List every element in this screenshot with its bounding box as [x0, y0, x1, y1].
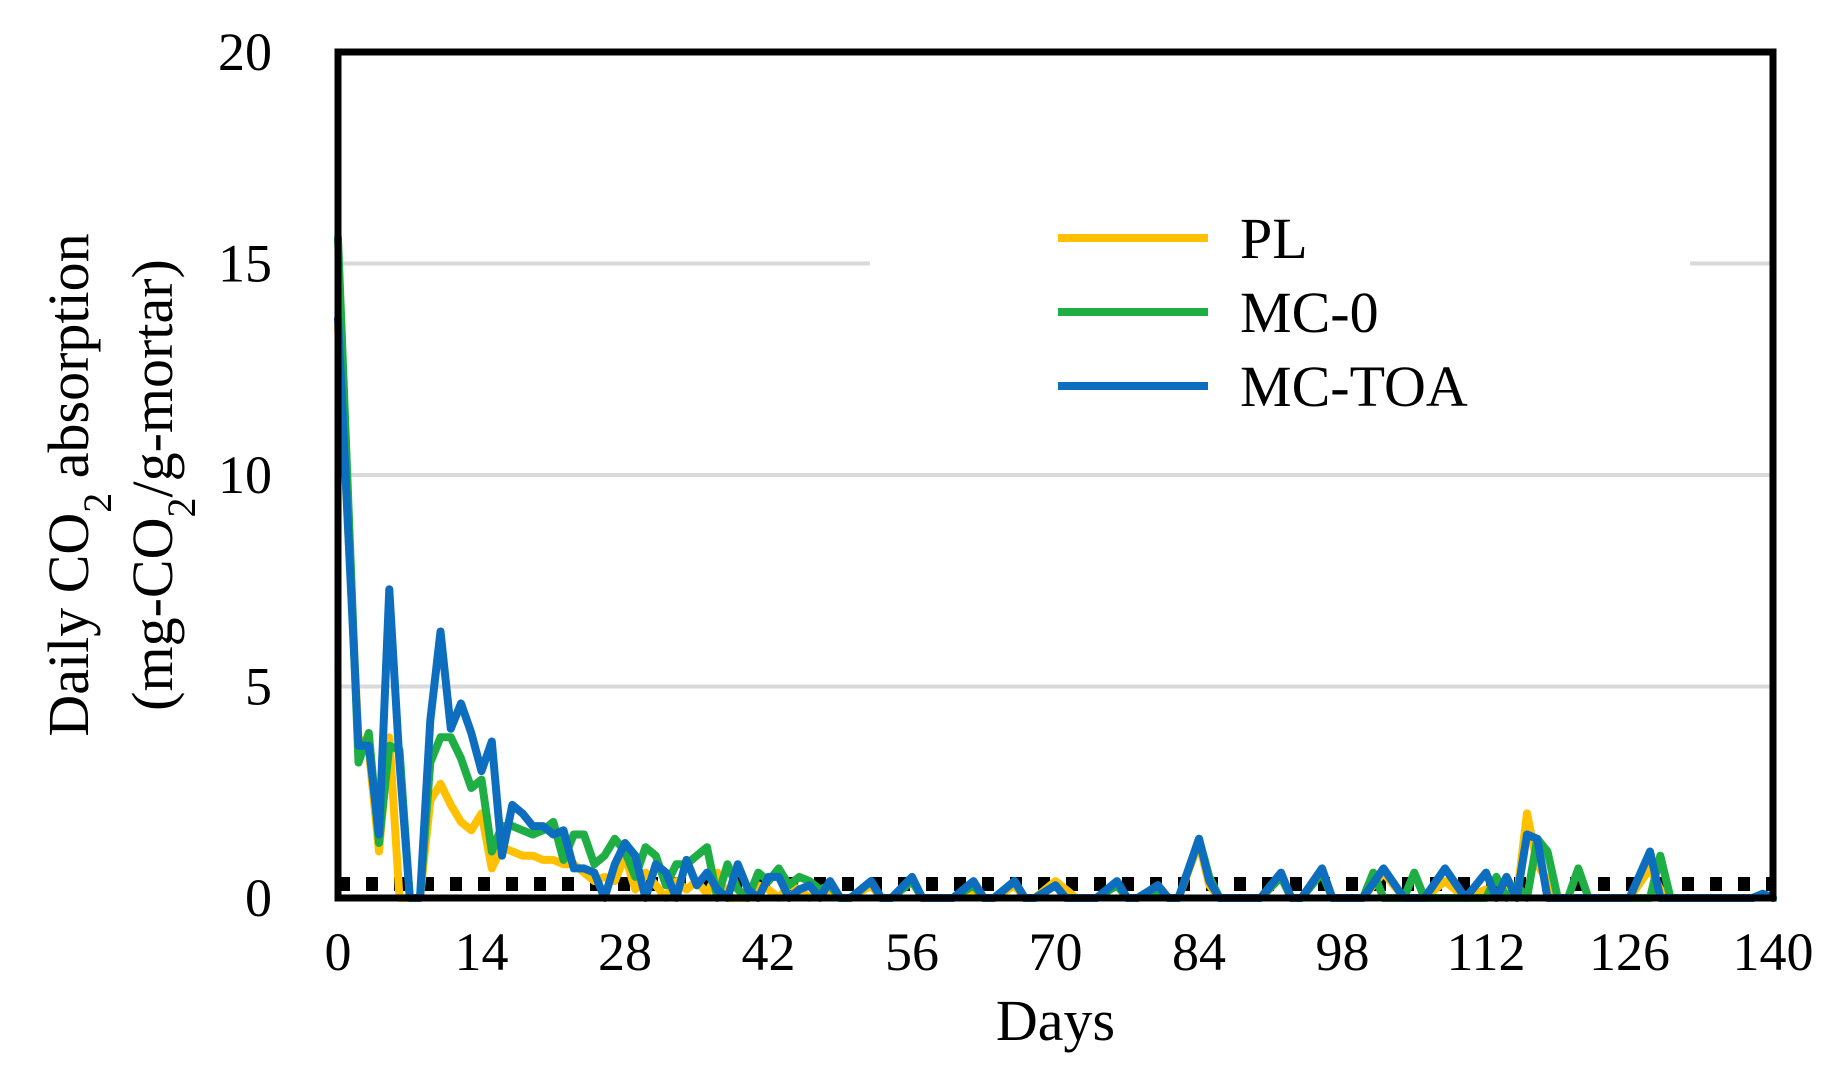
y-tick-label: 10 — [218, 445, 272, 505]
x-tick-label: 84 — [1172, 922, 1226, 982]
legend-label-pl: PL — [1240, 206, 1308, 271]
legend-label-mc-0: MC-0 — [1240, 280, 1379, 345]
y-axis-title-line2-sub: 2 — [159, 498, 204, 518]
y-tick-label: 5 — [245, 657, 272, 717]
y-tick-labels: 0 5 10 15 20 — [218, 22, 272, 928]
x-tick-labels: 0 14 28 42 56 70 84 98 112 126 140 — [325, 922, 1814, 982]
legend: PL MC-0 MC-TOA — [1058, 206, 1468, 419]
y-axis-title-line1-sub: 2 — [75, 493, 120, 513]
x-tick-label: 140 — [1733, 922, 1814, 982]
legend-background — [870, 195, 1690, 430]
x-tick-label: 70 — [1029, 922, 1083, 982]
y-tick-label: 20 — [218, 22, 272, 82]
y-axis-title-line2: (mg-CO2/g-mortar) — [120, 259, 204, 711]
x-tick-label: 98 — [1316, 922, 1370, 982]
x-axis-title: Days — [996, 988, 1115, 1053]
y-tick-label: 15 — [218, 234, 272, 294]
y-tick-label: 0 — [245, 868, 272, 928]
y-axis-title-line1-end: absorption — [36, 233, 101, 492]
x-tick-label: 0 — [325, 922, 352, 982]
y-axis-title-line2-end: /g-mortar) — [120, 259, 185, 497]
x-tick-label: 14 — [455, 922, 509, 982]
x-tick-label: 42 — [742, 922, 796, 982]
y-axis-title: Daily CO2 absorption (mg-CO2/g-mortar) — [36, 233, 204, 736]
y-axis-title-line1-start: Daily CO — [36, 513, 101, 737]
y-axis-title-line2-start: (mg-CO — [120, 518, 185, 711]
legend-label-mc-toa: MC-TOA — [1240, 354, 1468, 419]
y-axis-title-line1: Daily CO2 absorption — [36, 233, 120, 736]
x-tick-label: 126 — [1589, 922, 1670, 982]
x-tick-label: 112 — [1447, 922, 1526, 982]
plot-area-border — [334, 48, 1777, 902]
x-tick-label: 28 — [598, 922, 652, 982]
x-tick-label: 56 — [885, 922, 939, 982]
